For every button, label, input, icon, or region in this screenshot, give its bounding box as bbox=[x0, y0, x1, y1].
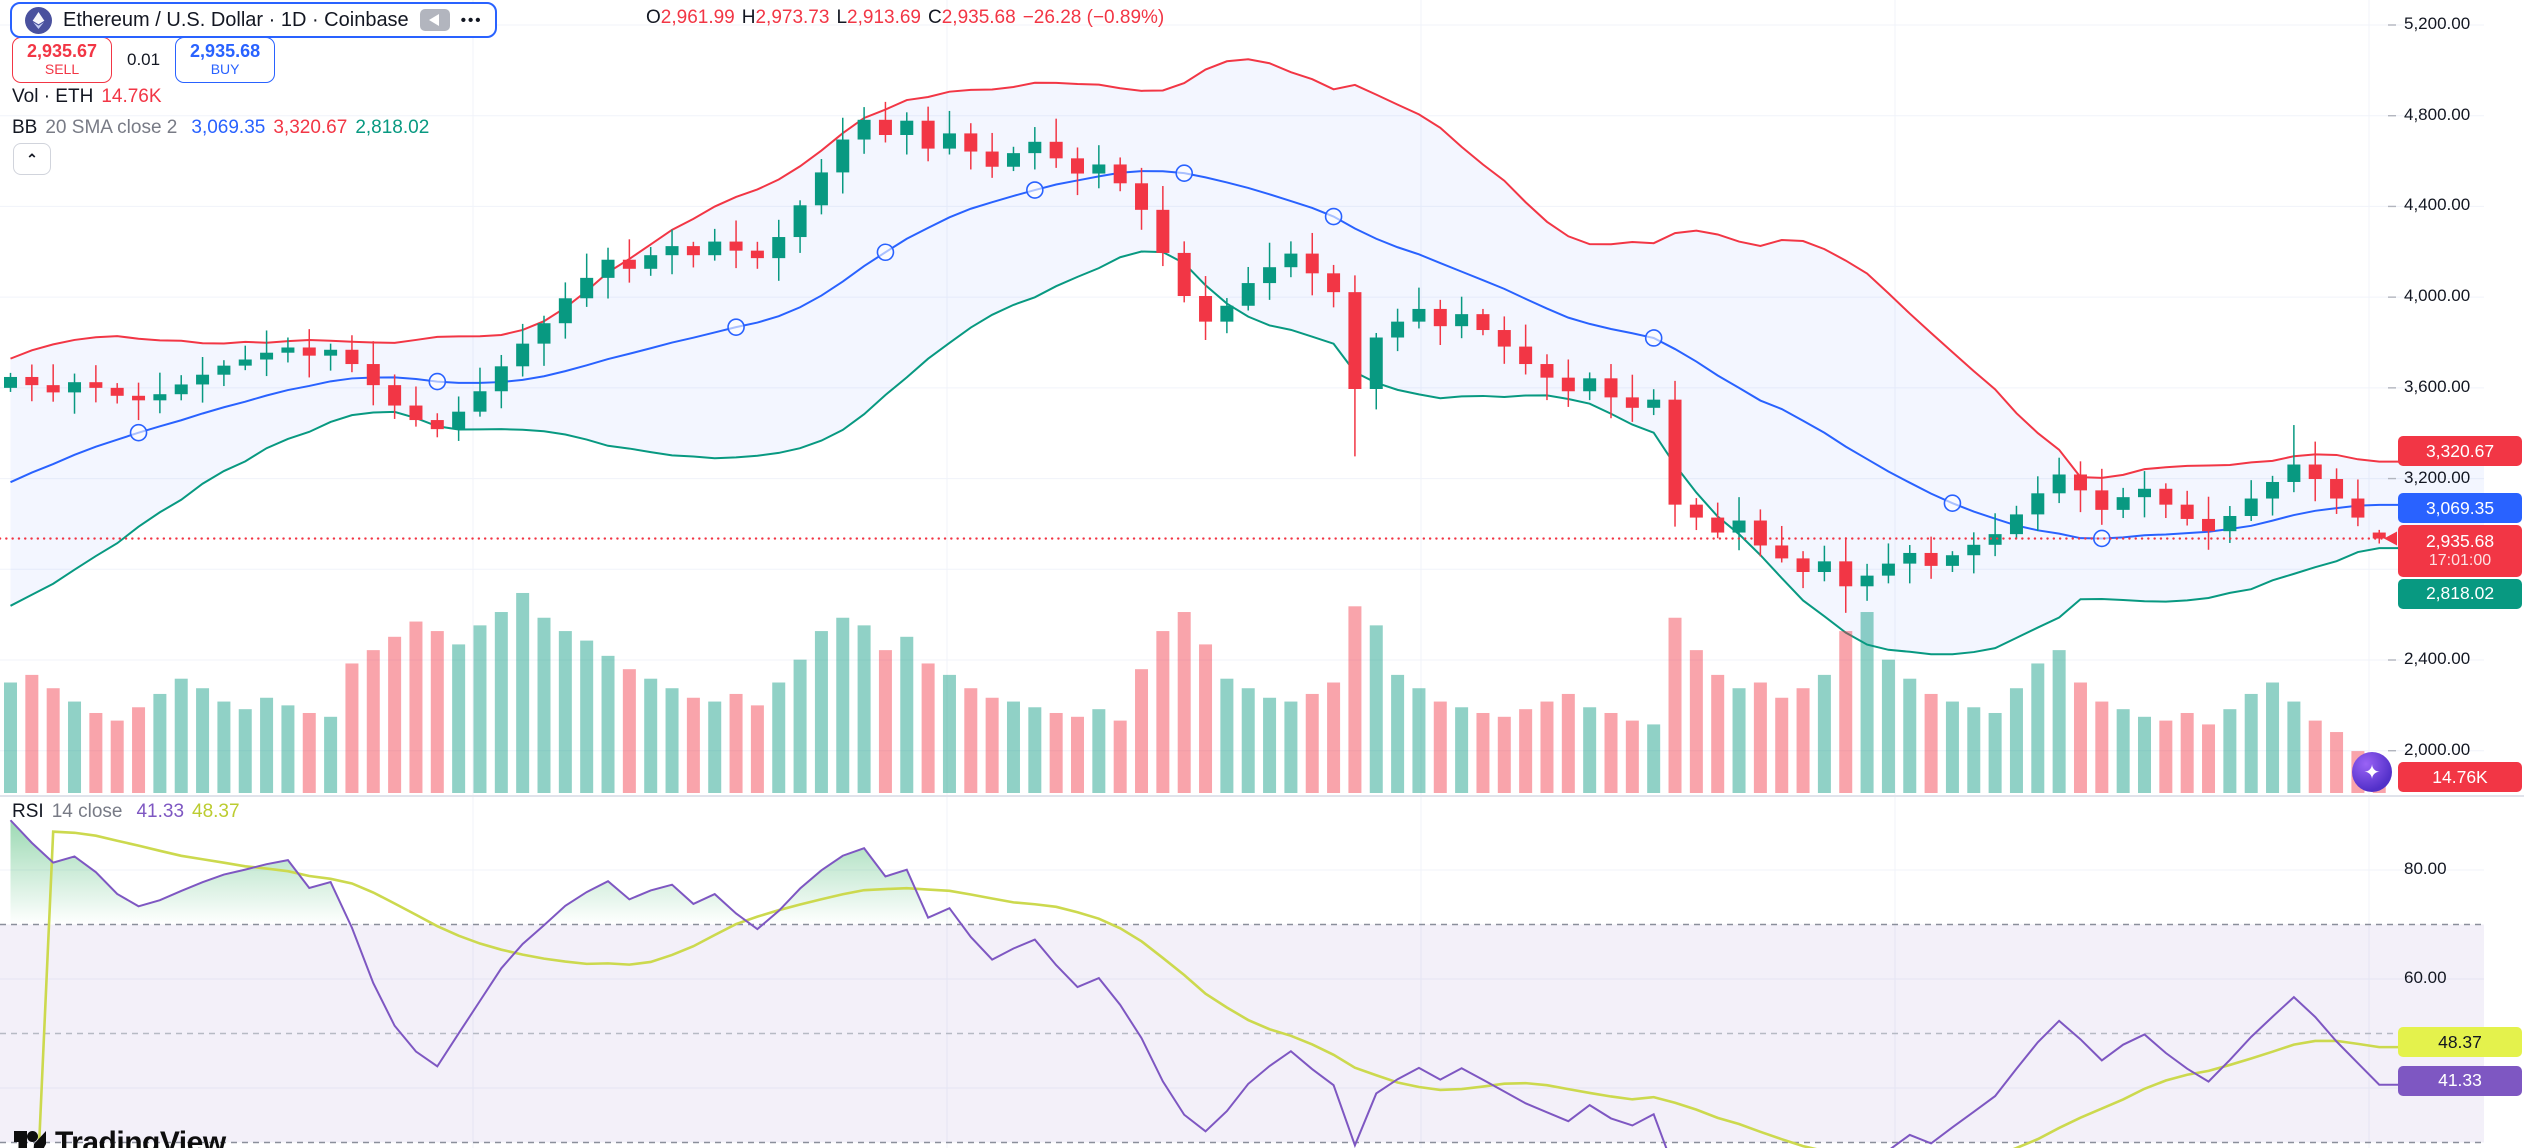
bb-upper-value: 3,320.67 bbox=[273, 117, 348, 138]
pane-divider[interactable] bbox=[0, 795, 2524, 797]
bb-legend-title: BB bbox=[12, 117, 38, 138]
low-value: 2,913.69 bbox=[847, 7, 921, 28]
rsi-value: 41.33 bbox=[136, 801, 185, 822]
volume-legend-title: Vol · ETH bbox=[12, 86, 94, 107]
candlestick-series[interactable] bbox=[4, 101, 2386, 613]
trade-panel: 2,935.67 SELL 0.01 2,935.68 BUY bbox=[12, 37, 276, 83]
low-label: L bbox=[836, 7, 848, 28]
arrow-left-icon bbox=[2384, 531, 2397, 546]
volume-legend[interactable]: Vol · ETH 14.76K bbox=[12, 86, 162, 108]
rsi-legend-title: RSI bbox=[12, 801, 44, 822]
rsi-legend-params: 14 close bbox=[51, 801, 123, 822]
panel-icon[interactable] bbox=[419, 9, 450, 31]
last-price-marker bbox=[2452, 528, 2472, 549]
chevron-up-icon: ⌃ bbox=[26, 150, 38, 167]
spark-icon[interactable]: ✦ bbox=[2352, 752, 2392, 792]
bb-legend-params: 20 SMA close 2 bbox=[45, 117, 178, 138]
bb-lower-value: 2,818.02 bbox=[355, 117, 430, 138]
ellipsis-icon[interactable]: ••• bbox=[460, 11, 483, 29]
sell-label: SELL bbox=[44, 61, 80, 78]
rsi-legend[interactable]: RSI 14 close 41.33 48.37 bbox=[12, 801, 240, 823]
bb-basis-value: 3,069.35 bbox=[191, 117, 266, 138]
open-label: O bbox=[646, 7, 661, 28]
symbol-title: Ethereum / U.S. Dollar · 1D · Coinbase bbox=[63, 8, 409, 31]
high-value: 2,973.73 bbox=[755, 7, 830, 28]
close-label: C bbox=[928, 7, 942, 28]
sell-price: 2,935.67 bbox=[26, 41, 98, 62]
ohlc-readout: O2,961.99 H2,973.73 L2,913.69 C2,935.68 … bbox=[646, 7, 1164, 29]
week-marker-circles bbox=[129, 164, 2111, 548]
spread-value: 0.01 bbox=[127, 50, 161, 69]
change-value: −26.28 (−0.89%) bbox=[1022, 7, 1165, 28]
spark-glyph: ✦ bbox=[2363, 761, 2381, 784]
ethereum-icon bbox=[25, 6, 52, 34]
close-value: 2,935.68 bbox=[941, 7, 1016, 28]
tradingview-watermark-text: TradingView bbox=[55, 1126, 226, 1148]
volume-legend-value: 14.76K bbox=[101, 86, 162, 107]
buy-price: 2,935.68 bbox=[190, 41, 261, 62]
sell-button[interactable]: 2,935.67 SELL bbox=[12, 37, 112, 83]
rsi-line bbox=[9, 819, 2484, 1148]
rsi-pane[interactable] bbox=[0, 819, 2484, 1148]
tradingview-watermark: TradingView bbox=[14, 1126, 226, 1148]
open-value: 2,961.99 bbox=[660, 7, 735, 28]
high-label: H bbox=[741, 7, 756, 28]
symbol-title-pill[interactable]: Ethereum / U.S. Dollar · 1D · Coinbase •… bbox=[10, 2, 498, 38]
bollinger-bands bbox=[10, 58, 2484, 656]
bb-legend[interactable]: BB 20 SMA close 2 3,069.35 3,320.67 2,81… bbox=[12, 117, 429, 139]
buy-button[interactable]: 2,935.68 BUY bbox=[175, 37, 276, 83]
buy-label: BUY bbox=[210, 61, 240, 78]
tradingview-logo-icon bbox=[14, 1131, 46, 1148]
collapse-pane-button[interactable]: ⌃ bbox=[13, 143, 51, 175]
rsi-ma-line bbox=[37, 830, 2484, 1148]
rsi-ma-value: 48.37 bbox=[192, 801, 240, 822]
volume-series[interactable] bbox=[4, 592, 2386, 793]
